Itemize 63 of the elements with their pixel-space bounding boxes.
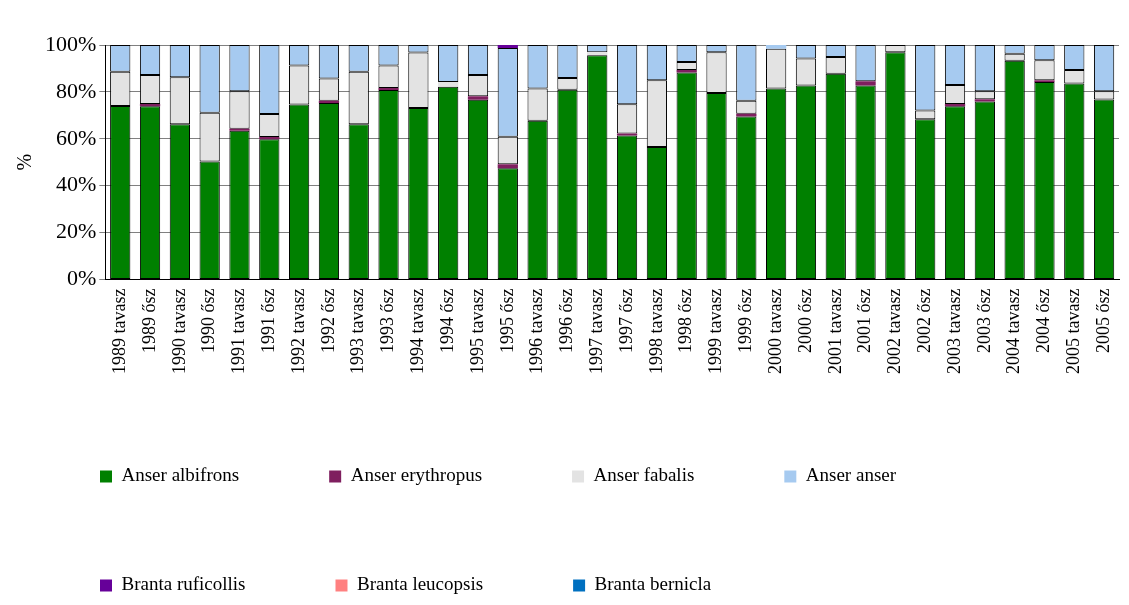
x-tick-label: 2000 ősz — [794, 288, 815, 354]
x-tick-label: 2005 tavasz — [1063, 288, 1084, 375]
x-tick-label: 1992 tavasz — [287, 288, 308, 375]
x-tick-label: 1999 ősz — [735, 288, 756, 354]
y-tick-label: 100% — [45, 30, 97, 56]
y-axis-title: % — [13, 153, 36, 171]
x-tick-label: 2002 tavasz — [884, 288, 905, 375]
x-tick-label: 1999 tavasz — [705, 288, 726, 375]
y-tick-label: 20% — [56, 218, 97, 244]
legend-label: Anser fabalis — [593, 464, 695, 486]
bar — [587, 52, 608, 56]
x-tick-label: 1997 ősz — [615, 288, 636, 354]
x-tick-label: 1990 ősz — [198, 288, 219, 354]
bar — [616, 133, 638, 136]
bar — [139, 104, 161, 107]
x-tick-label: 2001 tavasz — [824, 288, 845, 375]
x-tick-label: 1989 tavasz — [108, 288, 129, 375]
y-tick-label: 40% — [56, 171, 97, 197]
x-tick-label: 2004 ősz — [1033, 288, 1054, 354]
bar — [318, 100, 340, 103]
x-tick-label: 2003 tavasz — [943, 288, 964, 375]
bar — [944, 104, 966, 107]
legend-label: Anser albifrons — [121, 464, 240, 486]
bar — [438, 82, 459, 87]
x-tick-label: 1990 tavasz — [168, 288, 189, 375]
x-tick-label: 2002 ősz — [913, 288, 934, 354]
legend-label: Branta ruficollis — [121, 573, 246, 595]
bar — [855, 81, 876, 86]
bar — [497, 45, 518, 49]
x-tick-label: 1993 ősz — [377, 288, 398, 354]
x-tick-label: 1994 ősz — [436, 288, 457, 354]
x-tick-label: 1997 tavasz — [585, 288, 606, 375]
x-tick-label: 1989 ősz — [138, 288, 159, 354]
bar — [229, 128, 250, 131]
x-tick-label: 1993 tavasz — [347, 288, 368, 375]
legend-label: Branta leucopsis — [356, 573, 484, 595]
bar — [766, 45, 787, 49]
y-tick-label: 60% — [56, 124, 97, 150]
x-tick-label: 1994 tavasz — [407, 288, 428, 375]
x-tick-label: 1991 tavasz — [228, 288, 249, 375]
x-tick-label: 1991 ősz — [258, 288, 279, 354]
bar — [497, 164, 518, 169]
legend-label: Anser anser — [805, 464, 897, 486]
x-tick-label: 2000 tavasz — [764, 288, 785, 375]
x-tick-label: 2003 ősz — [973, 288, 994, 354]
x-tick-label: 2001 ősz — [854, 288, 875, 354]
x-tick-label: 1998 ősz — [675, 288, 696, 354]
x-tick-label: 1996 ősz — [556, 288, 577, 354]
x-tick-label: 1995 tavasz — [466, 288, 487, 375]
x-tick-label: 1998 tavasz — [645, 288, 666, 375]
x-tick-label: 1995 ősz — [496, 288, 517, 354]
y-tick-label: 80% — [56, 77, 97, 103]
x-tick-label: 2005 ősz — [1092, 288, 1113, 354]
bar — [378, 87, 399, 91]
bar — [736, 113, 757, 117]
x-tick-label: 1996 tavasz — [526, 288, 547, 375]
legend-label: Anser erythropus — [350, 464, 483, 486]
legend-label: Branta bernicla — [594, 573, 712, 595]
bar — [467, 96, 489, 100]
bar — [974, 99, 995, 102]
x-tick-label: 1992 ősz — [317, 288, 338, 354]
x-tick-label: 2004 tavasz — [1003, 288, 1024, 375]
y-tick-label: 0% — [67, 265, 97, 291]
